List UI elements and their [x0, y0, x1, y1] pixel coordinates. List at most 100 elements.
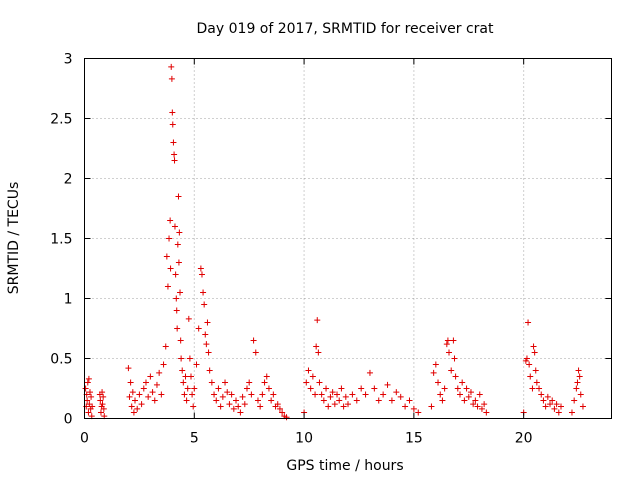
- data-point: [316, 379, 323, 386]
- data-point: [213, 397, 220, 404]
- data-point: [338, 385, 345, 392]
- data-point: [248, 391, 255, 398]
- data-point: [149, 389, 156, 396]
- data-point: [125, 365, 132, 372]
- data-point: [85, 375, 92, 382]
- data-point: [320, 397, 327, 404]
- data-point: [179, 367, 186, 374]
- data-point: [402, 403, 409, 410]
- chart-title: Day 019 of 2017, SRMTID for receiver cra…: [197, 21, 494, 37]
- data-point: [163, 253, 170, 260]
- data-point: [329, 389, 336, 396]
- data-point: [168, 75, 175, 82]
- data-point: [250, 337, 257, 344]
- data-point: [353, 397, 360, 404]
- data-point: [252, 349, 259, 356]
- data-point: [140, 385, 147, 392]
- data-point: [551, 405, 558, 412]
- data-point: [169, 121, 176, 128]
- data-point: [171, 151, 178, 158]
- data-point: [283, 414, 290, 421]
- data-point: [446, 349, 453, 356]
- data-point: [576, 373, 583, 380]
- data-point: [173, 307, 180, 314]
- data-point: [472, 397, 479, 404]
- data-point: [452, 373, 459, 380]
- data-point: [203, 341, 210, 348]
- data-points: [82, 63, 586, 421]
- data-point: [259, 391, 266, 398]
- data-point: [532, 367, 539, 374]
- data-point: [553, 401, 560, 408]
- data-point: [456, 391, 463, 398]
- data-point: [224, 389, 231, 396]
- data-point: [415, 409, 422, 416]
- data-point: [358, 385, 365, 392]
- data-point: [336, 397, 343, 404]
- data-point: [219, 393, 226, 400]
- data-point: [134, 405, 141, 412]
- data-point: [470, 401, 477, 408]
- data-point: [276, 405, 283, 412]
- data-point: [523, 355, 530, 362]
- data-point: [177, 337, 184, 344]
- data-point: [307, 385, 314, 392]
- data-point: [530, 343, 537, 350]
- data-point: [241, 401, 248, 408]
- data-point: [435, 379, 442, 386]
- data-point: [397, 393, 404, 400]
- data-point: [327, 393, 334, 400]
- data-point: [443, 341, 450, 348]
- data-point: [169, 109, 176, 116]
- data-point: [138, 401, 145, 408]
- data-point: [575, 367, 582, 374]
- data-point: [99, 389, 106, 396]
- data-point: [166, 235, 173, 242]
- data-point: [160, 361, 167, 368]
- data-point: [201, 301, 208, 308]
- data-point: [186, 355, 193, 362]
- data-point: [167, 265, 174, 272]
- data-point: [540, 397, 547, 404]
- data-point: [182, 373, 189, 380]
- data-point: [380, 391, 387, 398]
- x-tick-label: 20: [515, 431, 533, 447]
- data-point: [185, 315, 192, 322]
- data-point: [84, 397, 91, 404]
- data-point: [100, 393, 107, 400]
- data-point: [526, 361, 533, 368]
- data-point: [340, 403, 347, 410]
- y-tick-label: 0: [64, 412, 73, 428]
- y-tick-label: 2.5: [50, 112, 72, 128]
- x-tick-label: 10: [295, 431, 313, 447]
- data-point: [461, 397, 468, 404]
- data-point: [325, 403, 332, 410]
- data-point: [334, 391, 341, 398]
- data-point: [257, 403, 264, 410]
- data-point: [86, 389, 93, 396]
- data-point: [451, 355, 458, 362]
- data-point: [371, 385, 378, 392]
- data-point: [571, 397, 578, 404]
- data-point: [147, 373, 154, 380]
- data-point: [215, 385, 222, 392]
- data-point: [393, 389, 400, 396]
- data-point: [174, 325, 181, 332]
- data-point: [313, 343, 320, 350]
- data-point: [129, 389, 136, 396]
- data-point: [454, 385, 461, 392]
- data-point: [318, 391, 325, 398]
- data-point: [195, 325, 202, 332]
- data-point: [314, 317, 321, 324]
- data-point: [574, 379, 581, 386]
- data-point: [463, 385, 470, 392]
- data-point: [82, 385, 89, 392]
- data-point: [167, 217, 174, 224]
- data-point: [476, 391, 483, 398]
- data-point: [164, 283, 171, 290]
- data-point: [428, 403, 435, 410]
- y-tick-label: 0.5: [50, 352, 72, 368]
- data-point: [204, 319, 211, 326]
- data-point: [222, 379, 229, 386]
